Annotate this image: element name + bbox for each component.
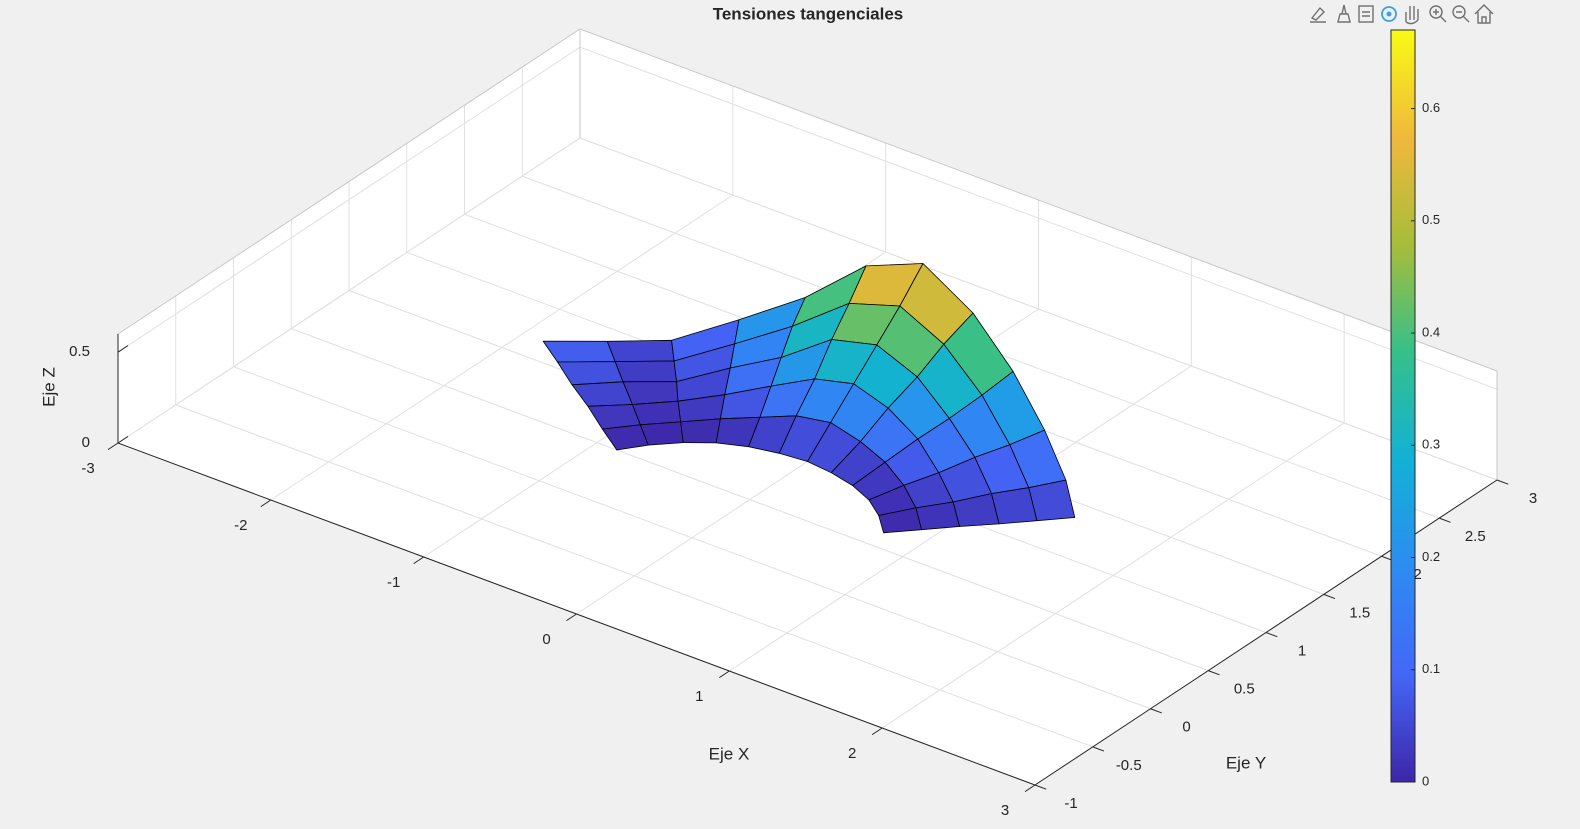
surface-patch [632, 400, 681, 426]
data-tip-button[interactable] [1358, 5, 1374, 23]
y-tick [1092, 746, 1105, 752]
y-tick-label: 1 [1298, 642, 1306, 659]
axes-toolbar [1310, 4, 1494, 25]
grid-line [117, 46, 581, 353]
y-tick [1150, 708, 1162, 714]
colorbar-tick-label: 0.2 [1422, 549, 1440, 564]
grid-line [579, 46, 1498, 390]
x-tick-label: 3 [1001, 802, 1009, 819]
z-tick-label: 0.5 [69, 343, 90, 360]
grid-line [233, 366, 1151, 710]
y-tick-label: 0 [1182, 719, 1190, 736]
y-tick [1496, 479, 1509, 485]
pan-button[interactable] [1405, 6, 1419, 25]
y-tick [1208, 670, 1220, 676]
y-tick-label: 3 [1529, 490, 1537, 507]
surface-patch [878, 507, 922, 534]
y-tick [1323, 593, 1336, 600]
box-edge [579, 28, 1498, 372]
y-axis-label: Eje Y [1226, 753, 1266, 772]
colorbar: 0 0.1 0.2 0.3 0.4 0.5 0.6 [1390, 29, 1440, 788]
colorbar-gradient [1390, 29, 1416, 783]
z-tick-label: 0 [82, 434, 90, 451]
grid-line [291, 328, 1209, 672]
colorbar-tick-label: 0.1 [1422, 661, 1440, 676]
x-tick-label: 2 [848, 745, 856, 762]
x-axis-label: Eje X [709, 744, 750, 763]
colorbar-tick-label: 0.6 [1422, 100, 1440, 115]
y-tick-label: 2 [1413, 566, 1421, 583]
export-button[interactable] [1310, 6, 1326, 23]
grid-line [579, 137, 1498, 481]
x-tick-label: -2 [234, 517, 247, 534]
rotate-button[interactable] [1381, 6, 1397, 22]
surface [542, 263, 1076, 534]
x-tick-label: 1 [695, 688, 703, 705]
z-axis-label: Eje Z [39, 367, 58, 407]
x-tick [719, 670, 730, 679]
x-tick [566, 613, 577, 622]
x-tick [1024, 784, 1036, 793]
y-tick [1439, 517, 1451, 523]
y-tick-label: -0.5 [1116, 757, 1142, 774]
brush-button[interactable] [1337, 4, 1351, 23]
y-tick-label: 1.5 [1349, 604, 1370, 621]
colorbar-tick-label: 0.3 [1422, 437, 1440, 452]
x-tick-label: -3 [81, 460, 94, 477]
home-button[interactable] [1474, 4, 1494, 24]
surface-patch [991, 487, 1038, 525]
box-edge [117, 28, 581, 335]
y-tick [1265, 632, 1278, 638]
y-tick-label: -1 [1064, 795, 1077, 812]
chart-title: Tensiones tangenciales [713, 4, 904, 23]
x-tick [260, 499, 272, 508]
y-tick [1034, 784, 1047, 790]
colorbar-tick-label: 0.4 [1422, 324, 1440, 339]
x-tick [871, 727, 883, 736]
grid-line [175, 404, 1093, 748]
zoom-in-button[interactable] [1429, 5, 1447, 23]
colorbar-tick-label: 0 [1422, 773, 1429, 788]
y-tick-label: 0.5 [1234, 681, 1255, 698]
x-tick [107, 442, 119, 451]
surface-patch [614, 360, 677, 383]
x-tick-label: 0 [542, 631, 550, 648]
grid: -3 -2 -1 0 1 2 3 -1 -0.5 0 0.5 1 1.5 2 2.5 3 0 0.5 [69, 28, 1537, 819]
y-tick-label: 2.5 [1465, 528, 1486, 545]
grid-line [117, 137, 581, 444]
x-tick-label: -1 [387, 574, 400, 591]
colorbar-tick-label: 0.5 [1422, 212, 1440, 227]
surface-patch [602, 424, 649, 451]
x-tick [413, 556, 424, 565]
surface-patch [680, 418, 721, 444]
surface-patch [606, 339, 675, 363]
z-tick [117, 345, 129, 353]
z-tick [117, 435, 129, 444]
zoom-out-button[interactable] [1452, 5, 1470, 23]
